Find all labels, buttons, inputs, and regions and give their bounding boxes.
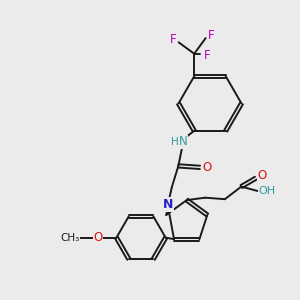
Text: OH: OH <box>258 186 275 196</box>
Text: F: F <box>208 29 214 42</box>
Text: O: O <box>258 169 267 182</box>
Text: CH₃: CH₃ <box>60 233 80 243</box>
Text: O: O <box>93 231 103 244</box>
Text: F: F <box>204 49 211 62</box>
Text: O: O <box>202 161 211 174</box>
Text: H: H <box>171 137 178 147</box>
Text: N: N <box>178 135 187 148</box>
Text: N: N <box>163 198 173 211</box>
Text: F: F <box>170 33 177 46</box>
